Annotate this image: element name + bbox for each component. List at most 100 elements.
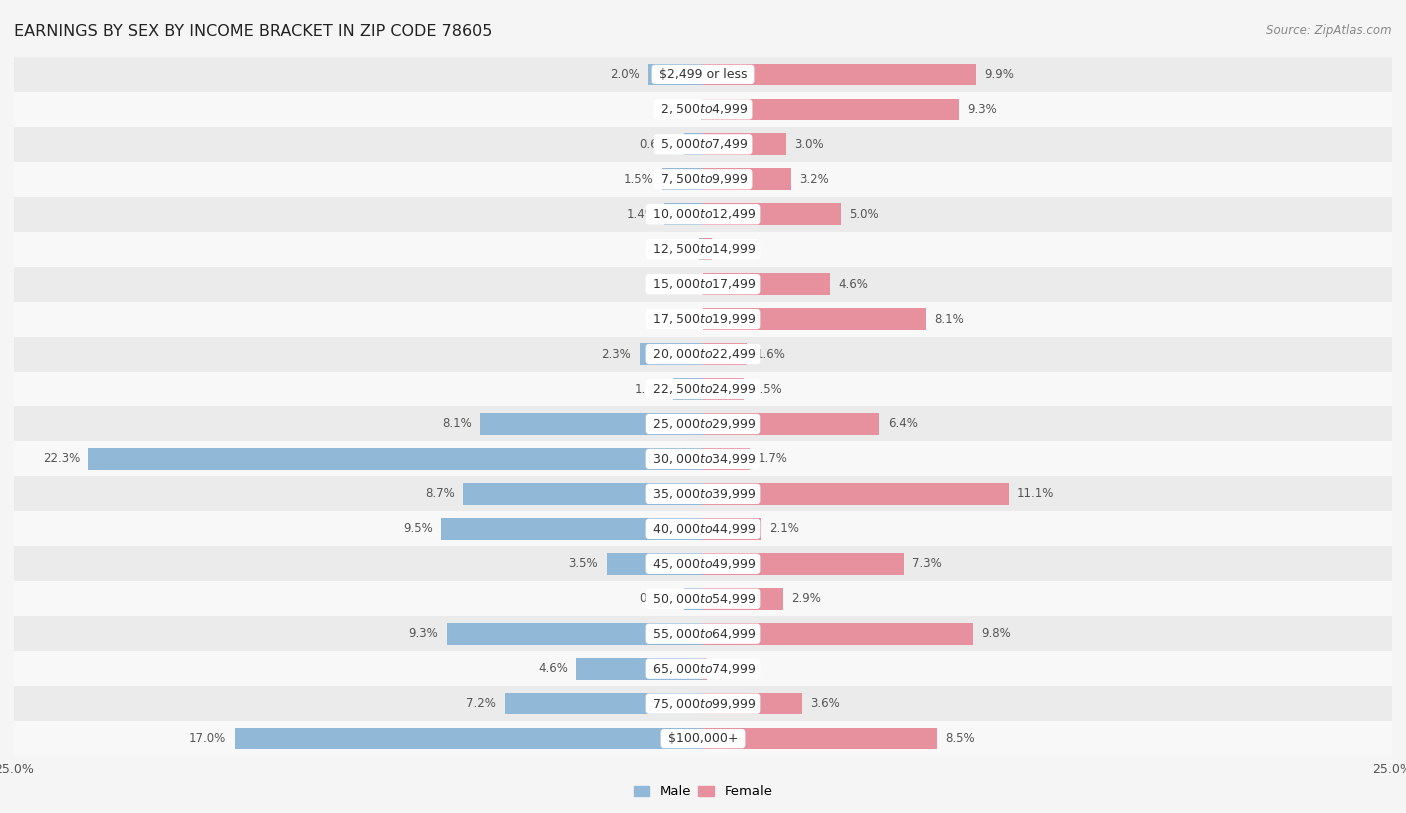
Bar: [14, 581, 1392, 616]
Bar: [14, 372, 1392, 406]
Bar: [703, 168, 792, 190]
Bar: [479, 413, 703, 435]
Text: Source: ZipAtlas.com: Source: ZipAtlas.com: [1267, 24, 1392, 37]
Bar: [703, 238, 711, 260]
Text: 8.1%: 8.1%: [935, 313, 965, 325]
Text: 2.1%: 2.1%: [769, 523, 799, 535]
Text: 22.3%: 22.3%: [44, 453, 80, 465]
Text: 17.0%: 17.0%: [188, 733, 226, 745]
Text: EARNINGS BY SEX BY INCOME BRACKET IN ZIP CODE 78605: EARNINGS BY SEX BY INCOME BRACKET IN ZIP…: [14, 24, 492, 39]
Bar: [14, 232, 1392, 267]
Text: $50,000 to $54,999: $50,000 to $54,999: [648, 592, 758, 606]
Bar: [235, 728, 703, 750]
Bar: [14, 57, 1392, 92]
Bar: [14, 476, 1392, 511]
Bar: [703, 553, 904, 575]
Text: 1.6%: 1.6%: [755, 348, 785, 360]
Text: 2.9%: 2.9%: [792, 593, 821, 605]
Text: 0.14%: 0.14%: [654, 243, 690, 255]
Text: $65,000 to $74,999: $65,000 to $74,999: [648, 662, 758, 676]
Text: 0.31%: 0.31%: [720, 243, 756, 255]
Bar: [703, 413, 879, 435]
Text: $75,000 to $99,999: $75,000 to $99,999: [648, 697, 758, 711]
Text: $35,000 to $39,999: $35,000 to $39,999: [648, 487, 758, 501]
Text: $30,000 to $34,999: $30,000 to $34,999: [648, 452, 758, 466]
Bar: [576, 658, 703, 680]
Text: 1.4%: 1.4%: [626, 208, 657, 220]
Text: 8.1%: 8.1%: [441, 418, 471, 430]
Text: 0.09%: 0.09%: [655, 103, 692, 115]
Bar: [703, 623, 973, 645]
Bar: [505, 693, 703, 715]
Bar: [685, 588, 703, 610]
Bar: [14, 511, 1392, 546]
Text: $10,000 to $12,499: $10,000 to $12,499: [648, 207, 758, 221]
Text: 9.5%: 9.5%: [404, 523, 433, 535]
Bar: [703, 483, 1010, 505]
Text: $12,500 to $14,999: $12,500 to $14,999: [648, 242, 758, 256]
Bar: [703, 203, 841, 225]
Bar: [703, 308, 927, 330]
Text: 9.3%: 9.3%: [409, 628, 439, 640]
Text: 1.5%: 1.5%: [752, 383, 782, 395]
Bar: [703, 273, 830, 295]
Bar: [14, 651, 1392, 686]
Bar: [662, 168, 703, 190]
Text: 1.7%: 1.7%: [758, 453, 787, 465]
Text: 7.2%: 7.2%: [467, 698, 496, 710]
Bar: [14, 197, 1392, 232]
Bar: [14, 127, 1392, 162]
Text: $2,500 to $4,999: $2,500 to $4,999: [657, 102, 749, 116]
Bar: [14, 616, 1392, 651]
Text: 6.4%: 6.4%: [887, 418, 918, 430]
Bar: [703, 658, 707, 680]
Bar: [14, 302, 1392, 337]
Text: 8.5%: 8.5%: [945, 733, 976, 745]
Text: 3.6%: 3.6%: [810, 698, 841, 710]
Bar: [14, 162, 1392, 197]
Bar: [14, 686, 1392, 721]
Text: $15,000 to $17,499: $15,000 to $17,499: [648, 277, 758, 291]
Bar: [463, 483, 703, 505]
Text: 0.68%: 0.68%: [638, 593, 676, 605]
Text: $40,000 to $44,999: $40,000 to $44,999: [648, 522, 758, 536]
Bar: [665, 203, 703, 225]
Bar: [703, 448, 749, 470]
Text: 3.5%: 3.5%: [568, 558, 599, 570]
Text: 2.3%: 2.3%: [602, 348, 631, 360]
Bar: [703, 693, 803, 715]
Bar: [648, 63, 703, 85]
Bar: [703, 518, 761, 540]
Text: $25,000 to $29,999: $25,000 to $29,999: [650, 417, 756, 431]
Bar: [703, 378, 744, 400]
Legend: Male, Female: Male, Female: [634, 785, 772, 798]
Text: 3.2%: 3.2%: [800, 173, 830, 185]
Bar: [14, 92, 1392, 127]
Bar: [14, 337, 1392, 372]
Text: $100,000+: $100,000+: [664, 733, 742, 745]
Text: 0.0%: 0.0%: [665, 278, 695, 290]
Bar: [14, 267, 1392, 302]
Text: $55,000 to $64,999: $55,000 to $64,999: [648, 627, 758, 641]
Text: $17,500 to $19,999: $17,500 to $19,999: [648, 312, 758, 326]
Bar: [703, 588, 783, 610]
Bar: [640, 343, 703, 365]
Bar: [89, 448, 703, 470]
Bar: [606, 553, 703, 575]
Text: $22,500 to $24,999: $22,500 to $24,999: [648, 382, 758, 396]
Bar: [14, 441, 1392, 476]
Text: 2.0%: 2.0%: [610, 68, 640, 80]
Bar: [447, 623, 703, 645]
Text: 9.8%: 9.8%: [981, 628, 1011, 640]
Bar: [703, 728, 938, 750]
Text: 4.6%: 4.6%: [838, 278, 868, 290]
Text: $45,000 to $49,999: $45,000 to $49,999: [648, 557, 758, 571]
Text: 1.1%: 1.1%: [634, 383, 665, 395]
Bar: [703, 343, 747, 365]
Bar: [700, 98, 703, 120]
Bar: [703, 63, 976, 85]
Bar: [699, 238, 703, 260]
Text: 0.68%: 0.68%: [638, 138, 676, 150]
Text: 8.7%: 8.7%: [425, 488, 456, 500]
Text: 3.0%: 3.0%: [794, 138, 824, 150]
